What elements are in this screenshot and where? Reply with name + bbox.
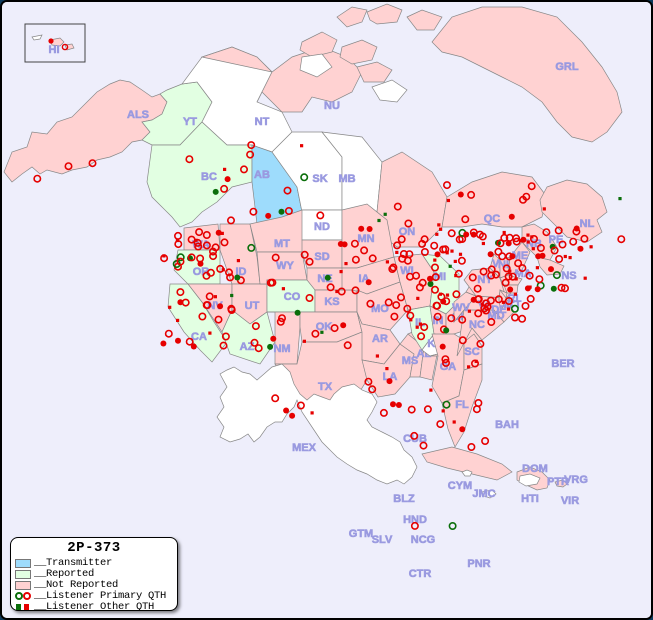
svg-text:NL: NL [580,218,595,230]
svg-text:NY: NY [477,274,493,286]
svg-text:NC: NC [469,319,485,331]
svg-text:DOM: DOM [522,463,548,475]
svg-text:BER: BER [551,358,574,370]
svg-text:GRL: GRL [555,61,579,73]
svg-text:JMC: JMC [472,488,495,500]
svg-text:PE: PE [549,234,564,246]
svg-text:MT: MT [274,238,290,250]
svg-text:SD: SD [314,251,329,263]
svg-text:MN: MN [357,233,374,245]
svg-text:SLV: SLV [372,534,393,546]
svg-text:CYM: CYM [448,480,472,492]
svg-text:HI: HI [49,44,60,56]
svg-text:NM: NM [273,343,290,355]
svg-text:NCG: NCG [411,534,435,546]
svg-text:AR: AR [372,333,388,345]
svg-text:WV: WV [452,302,470,314]
svg-text:SK: SK [312,173,327,185]
svg-text:UT: UT [245,300,260,312]
svg-text:ALS: ALS [127,109,149,121]
svg-text:NS: NS [561,270,576,282]
svg-text:KS: KS [324,296,339,308]
svg-text:TX: TX [318,381,333,393]
svg-text:WY: WY [276,260,294,272]
svg-text:QC: QC [484,213,501,225]
svg-text:CTR: CTR [409,568,432,580]
svg-text:MB: MB [338,173,355,185]
svg-text:BC: BC [201,171,217,183]
svg-text:HTI: HTI [521,493,539,505]
svg-text:HND: HND [403,514,427,526]
svg-text:AZ: AZ [240,341,255,353]
svg-text:MD: MD [487,310,504,322]
svg-text:FL: FL [455,399,469,411]
svg-text:NU: NU [324,100,340,112]
svg-text:ND: ND [314,221,330,233]
svg-text:CO: CO [284,291,301,303]
svg-text:MEX: MEX [292,442,317,454]
svg-text:VRG: VRG [564,474,588,486]
svg-text:SC: SC [464,346,479,358]
svg-text:MI: MI [434,271,446,283]
svg-text:GTM: GTM [349,528,373,540]
svg-text:AB: AB [254,169,270,181]
svg-text:BLZ: BLZ [393,493,415,505]
svg-text:BAH: BAH [495,419,519,431]
svg-text:NT: NT [255,116,270,128]
svg-text:VIR: VIR [561,495,579,507]
svg-text:PNR: PNR [467,558,490,570]
svg-text:YT: YT [183,116,197,128]
